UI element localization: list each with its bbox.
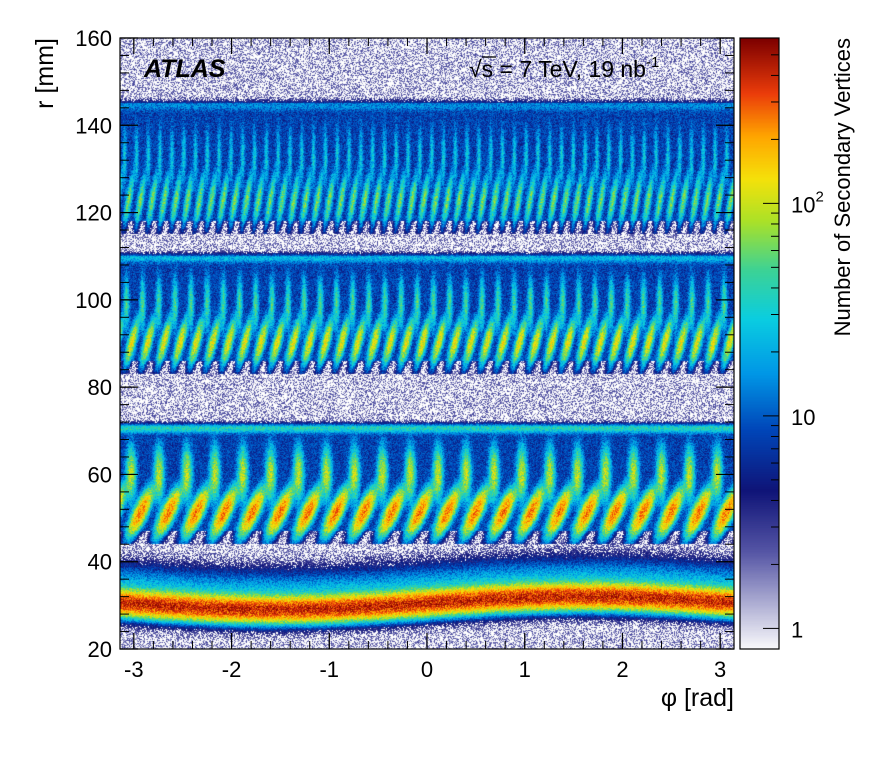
y-tick-label: 80 (88, 375, 112, 400)
colorbar-title: Number of Secondary Vertices (830, 38, 855, 336)
heatmap-canvas (120, 38, 734, 649)
x-tick-label: -1 (319, 657, 339, 682)
x-tick-label: -3 (124, 657, 144, 682)
z-tick-label: 10 (791, 405, 815, 430)
z-tick-label-base: 1 (791, 617, 803, 642)
z-tick-label: 102 (791, 188, 824, 217)
y-axis: 20 40 60 80 100 120 140 160 (75, 26, 734, 662)
x-axis-title: φ [rad] (661, 684, 734, 712)
y-tick-label: 40 (88, 550, 112, 575)
y-tick-label: 100 (75, 288, 112, 313)
x-tick-label: 3 (714, 657, 726, 682)
x-tick-label: 1 (519, 657, 531, 682)
x-tick-label: 0 (421, 657, 433, 682)
energy-label-text: √s = 7 TeV, 19 nb (469, 56, 646, 82)
colorbar-container (740, 38, 779, 649)
energy-label-exponent: -1 (646, 54, 659, 71)
y-tick-label: 120 (75, 201, 112, 226)
experiment-label: ATLAS (143, 55, 226, 83)
z-tick-label-base: 10 (791, 405, 815, 430)
z-tick-label: 1 (791, 617, 803, 642)
x-tick-label: 2 (616, 657, 628, 682)
y-tick-label: 140 (75, 113, 112, 138)
energy-label: √s = 7 TeV, 19 nb-1 (469, 54, 659, 82)
y-tick-label: 160 (75, 26, 112, 51)
z-tick-label-exponent: 2 (815, 188, 823, 205)
y-axis-title: r [mm] (31, 38, 59, 109)
x-axis: -3 -2 -1 0 1 2 3 (124, 38, 726, 682)
colorbar-canvas (740, 38, 779, 649)
heatmap-container (120, 38, 734, 649)
y-tick-label: 60 (88, 462, 112, 487)
y-tick-label: 20 (88, 637, 112, 662)
colorbar-frame (739, 37, 780, 650)
x-tick-label: -2 (222, 657, 242, 682)
z-tick-label-base: 10 (791, 192, 815, 217)
